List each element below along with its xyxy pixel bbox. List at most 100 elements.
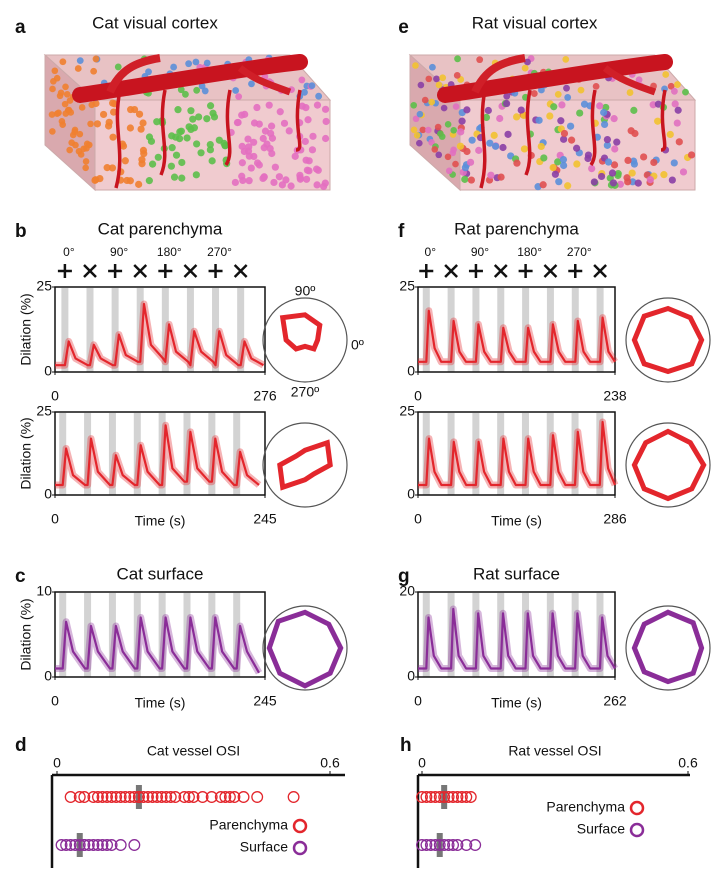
cell <box>627 127 635 135</box>
cell <box>577 86 585 94</box>
x-tick-label: 0 <box>51 511 59 527</box>
cell <box>87 120 94 128</box>
stimulus-bar <box>61 288 69 372</box>
cell <box>452 160 459 168</box>
y-tick-label: 0 <box>44 486 52 502</box>
cell <box>467 176 476 184</box>
cell <box>308 146 317 154</box>
osi-point <box>438 791 451 803</box>
cell <box>484 106 492 115</box>
cell <box>189 115 197 123</box>
cell <box>303 166 312 174</box>
stimulus-bar <box>596 288 604 372</box>
cell <box>76 57 84 65</box>
cell <box>413 132 421 139</box>
cell <box>192 58 200 66</box>
osi-point <box>55 839 68 851</box>
cell <box>624 178 632 186</box>
cell <box>554 158 562 166</box>
osi-point <box>447 839 459 851</box>
cell <box>51 67 59 75</box>
y-tick-label: 0 <box>407 486 415 502</box>
cell <box>566 122 575 130</box>
cell <box>530 90 538 97</box>
cell <box>201 87 209 95</box>
cell <box>624 156 632 164</box>
cell <box>263 140 271 148</box>
stimulus-bar <box>472 288 480 372</box>
polar-label: 270º <box>291 384 319 400</box>
stimulus-bar <box>233 593 241 677</box>
cell <box>558 101 566 109</box>
y-tick-label: 25 <box>36 403 52 419</box>
osi-point <box>160 791 173 803</box>
cell <box>671 100 679 108</box>
cell <box>103 164 111 172</box>
cell <box>573 160 581 168</box>
tuning-polygon <box>277 439 333 491</box>
cell <box>170 63 178 71</box>
osi-point <box>433 839 446 851</box>
cell <box>419 126 427 134</box>
stimulus-bar <box>571 413 579 495</box>
cell <box>425 126 432 134</box>
osi-point <box>151 791 164 803</box>
cell <box>301 137 309 146</box>
cell <box>270 178 278 187</box>
cell <box>235 93 243 101</box>
cell <box>238 142 246 150</box>
y-tick-label: 0 <box>407 668 415 684</box>
illustration-title: Cat visual cortex <box>92 13 218 32</box>
cell <box>185 60 193 68</box>
panel-title: Cat surface <box>117 564 204 583</box>
vessel <box>114 89 122 189</box>
cell <box>302 175 311 183</box>
cell <box>613 138 621 146</box>
cell <box>138 156 146 164</box>
stimulus-angle: 90° <box>471 245 489 259</box>
cell <box>486 139 494 147</box>
osi-point <box>64 791 77 803</box>
y-axis-label: Dilation (%) <box>18 417 34 489</box>
vessel <box>524 89 532 176</box>
cell <box>170 173 179 181</box>
cell <box>428 139 435 146</box>
stimulus-bar <box>186 288 194 372</box>
panel-letter: e <box>398 17 409 38</box>
cell <box>267 122 276 130</box>
cell <box>285 127 293 135</box>
cell <box>321 105 330 113</box>
cell <box>567 136 576 144</box>
x-tick-label: 245 <box>253 511 277 527</box>
cell <box>301 88 308 96</box>
vessel <box>295 89 302 152</box>
polar-circle <box>262 422 348 508</box>
cell <box>321 134 330 143</box>
osi-point <box>87 791 100 803</box>
x-tick-label: 0 <box>414 388 422 404</box>
stimulus-bar <box>596 593 604 677</box>
cell <box>309 132 317 140</box>
cell <box>276 108 284 116</box>
cell <box>96 175 104 183</box>
cell <box>429 63 436 71</box>
cell <box>48 111 56 118</box>
stimulus-icon <box>493 264 508 278</box>
cell <box>260 173 268 181</box>
tuning-polygon <box>279 312 323 352</box>
cell <box>231 178 239 187</box>
cell <box>425 75 433 83</box>
vessel <box>471 54 526 94</box>
cell <box>580 100 589 108</box>
cell <box>674 106 682 114</box>
polar-circle <box>262 605 348 691</box>
cell <box>135 180 143 188</box>
cell <box>452 103 460 110</box>
cell <box>417 81 425 89</box>
cell <box>197 149 205 157</box>
cell <box>298 76 306 84</box>
cell <box>49 128 56 135</box>
cell <box>76 130 84 138</box>
cell <box>140 150 148 158</box>
polar-circle <box>262 297 348 383</box>
